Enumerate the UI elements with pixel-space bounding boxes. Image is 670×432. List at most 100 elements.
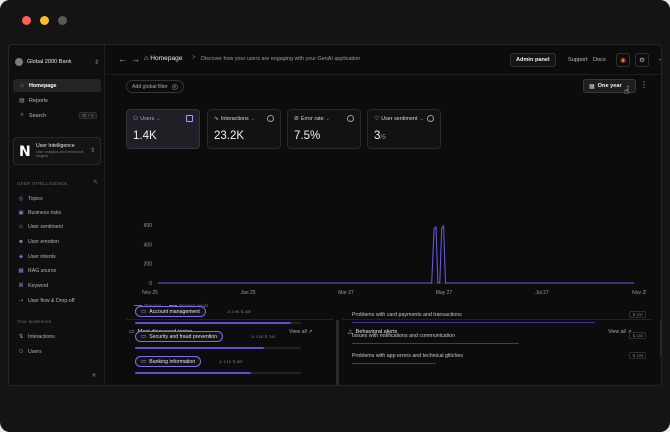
radio-icon[interactable] [427,115,434,122]
sidebar-item-user-flow[interactable]: ⇢ User flow & Drop-off [17,295,101,307]
alert-count: 153 [636,334,643,338]
legend-label: One year [144,303,161,308]
collapse-sidebar-button[interactable]: « [92,372,96,379]
checkbox-icon[interactable] [186,115,193,122]
sidebar-item-business-risks[interactable]: ▣ Business risks [17,207,101,219]
metric-card-user-sentiment[interactable]: ♡ User sentiment ⌄ 3/5 [367,109,441,149]
close-circle-icon: ✕ [171,83,178,90]
sidebar-item-reports[interactable]: ▤ Reports [13,94,101,107]
minimize-window-button[interactable] [40,16,49,25]
topics-view-all-link[interactable]: View all ↗ [289,329,313,335]
alert-item[interactable]: Problems with card payments and transact… [352,309,650,329]
sidebar-item-label: User emotion [28,239,59,245]
sidebar-item-search[interactable]: ⌕ Search ⌘ + K [13,109,101,122]
close-window-button[interactable] [22,16,31,25]
sidebar-item-users[interactable]: ⚇ Users [17,346,101,358]
topic-chip[interactable]: ▭ Security and fraud prevention [135,331,224,342]
alert-count: 105 [636,354,643,358]
topic-item[interactable]: ▭ Account management ♙ 3.9K ⇅ 409 [135,306,325,328]
x-tick-label: Mar 27 [338,290,354,296]
folder-icon: ▭ [141,308,147,315]
topic-bar-fill [135,322,292,324]
alert-item[interactable]: Problems with app errors and technical g… [352,350,650,370]
legend-item-previous-period: Previous period [169,303,208,308]
topics-icon: ◎ [18,196,24,202]
rag-icon: ▦ [18,268,24,274]
forward-arrow-icon[interactable]: → [131,54,140,64]
docs-link[interactable]: Docs [593,57,606,63]
product-desc: User analytics and behavioral insights [36,150,84,159]
breadcrumb-homepage[interactable]: ⌂ Homepage [144,55,183,62]
metric-card-users[interactable]: ⚇ Users ⌄ 1.4K [126,109,200,149]
metric-label-text: Error rate [300,116,324,122]
activity-icon: ∿ [214,116,219,122]
reports-icon: ▤ [19,98,25,104]
folder-icon: ▭ [141,358,147,365]
chevron-down-icon: ⌄ [419,116,424,122]
topic-chip[interactable]: ▭ Account management [135,306,206,317]
sidebar-item-rag-source[interactable]: ▦ RAG source [17,265,101,277]
org-switcher[interactable]: Global 2000 Bank ⇕ [15,55,99,69]
more-options-icon[interactable]: ⋮ [640,80,648,89]
edit-icon[interactable]: ✎ [92,180,98,186]
settings-gear-icon[interactable]: ⚙ [635,53,649,67]
support-link[interactable]: Support [568,57,588,63]
metric-card-error-rate[interactable]: ⊘ Error rate ⌄ 7.5% [287,109,361,149]
topic-item[interactable]: ▭ Security and fraud prevention ♙ 3.1K ⇅ … [135,331,325,353]
notification-icon[interactable]: ◉ [616,53,630,67]
back-arrow-icon[interactable]: ← [118,54,127,64]
scrollbar[interactable] [660,320,661,356]
section-label-user-intelligence: USER INTELLIGENCE [17,181,68,186]
metric-label: ⊘ Error rate ⌄ [294,116,330,122]
topic-label: Banking information [149,358,196,365]
topic-meta: ♙ 3.1K ⇅ 744 [251,335,275,339]
alert-count-badge: ⇅ 153 [629,332,646,339]
org-logo-icon [15,58,23,66]
logout-icon[interactable]: ⇥ [654,53,661,67]
intent-icon: ◈ [18,254,24,260]
product-switcher[interactable]: N User Intelligence User analytics and b… [13,137,101,165]
radio-icon[interactable] [347,115,354,122]
scrollbar[interactable] [336,320,339,385]
y-tick-label: 200 [144,262,153,268]
series-line[interactable] [158,224,634,284]
topic-meta-users: 3.1K [223,360,232,364]
top-bar: ← → ⌂ Homepage > Discover how your users… [106,45,661,75]
shield-icon: ▭ [141,333,147,340]
section-label-audiences: Your audiences [17,319,52,324]
metric-value: 7.5% [294,130,321,142]
admin-panel-button[interactable]: Admin panel [510,53,556,67]
add-global-filter-button[interactable]: Add global filter ✕ [126,80,184,93]
sidebar-item-label: RAG source [28,268,57,274]
topic-meta-users: 3.9K [231,310,240,314]
sidebar-item-user-intents[interactable]: ◈ User intents [17,251,101,263]
panel-title-text: Behavioral alerts [355,328,398,335]
metric-card-interactions[interactable]: ∿ Interactions ⌄ 23.2K [207,109,281,149]
add-filter-label: Add global filter [132,83,168,90]
y-tick-label: 0 [149,281,152,287]
chevron-down-icon: ⌄ [325,116,330,122]
search-shortcut: ⌘ + K [79,112,97,119]
alert-item[interactable]: Issues with notifications and communicat… [352,330,650,350]
folder-icon: ▭ [129,329,135,335]
x-tick-label: Nov 25 [142,290,158,296]
app-frame: Global 2000 Bank ⇕ ⌂ Homepage ▤ Reports … [8,44,662,386]
topic-chip[interactable]: ▭ Banking information [135,356,202,367]
sidebar-item-interactions[interactable]: ⇅ Interactions [17,331,101,343]
legend-item-one-year: One year [134,303,161,308]
date-range-select[interactable]: ▦ One year ⌄ [583,79,637,93]
sidebar-item-label: Search [29,112,47,119]
sidebar-item-topics[interactable]: ◎ Topics [17,193,101,205]
radio-icon[interactable] [267,115,274,122]
sidebar-item-homepage[interactable]: ⌂ Homepage [13,79,101,92]
sidebar-item-keyword[interactable]: ⌘ Keyword [17,280,101,292]
zoom-window-button[interactable] [58,16,67,25]
alert-count-badge: ⇅ 105 [629,352,646,359]
x-tick-label: Jul 27 [535,290,549,296]
alerts-panel-title: △ Behavioral alerts [348,328,398,336]
topic-item[interactable]: ▭ Banking information ♙ 3.1K ⇅ 837 [135,356,325,378]
sidebar-item-user-emotion[interactable]: ☻ User emotion [17,236,101,248]
sentiment-icon: ☺ [18,224,24,230]
sidebar-item-user-sentiment[interactable]: ☺ User sentiment [17,221,101,233]
sidebar-item-label: User flow & Drop-off [28,298,75,304]
